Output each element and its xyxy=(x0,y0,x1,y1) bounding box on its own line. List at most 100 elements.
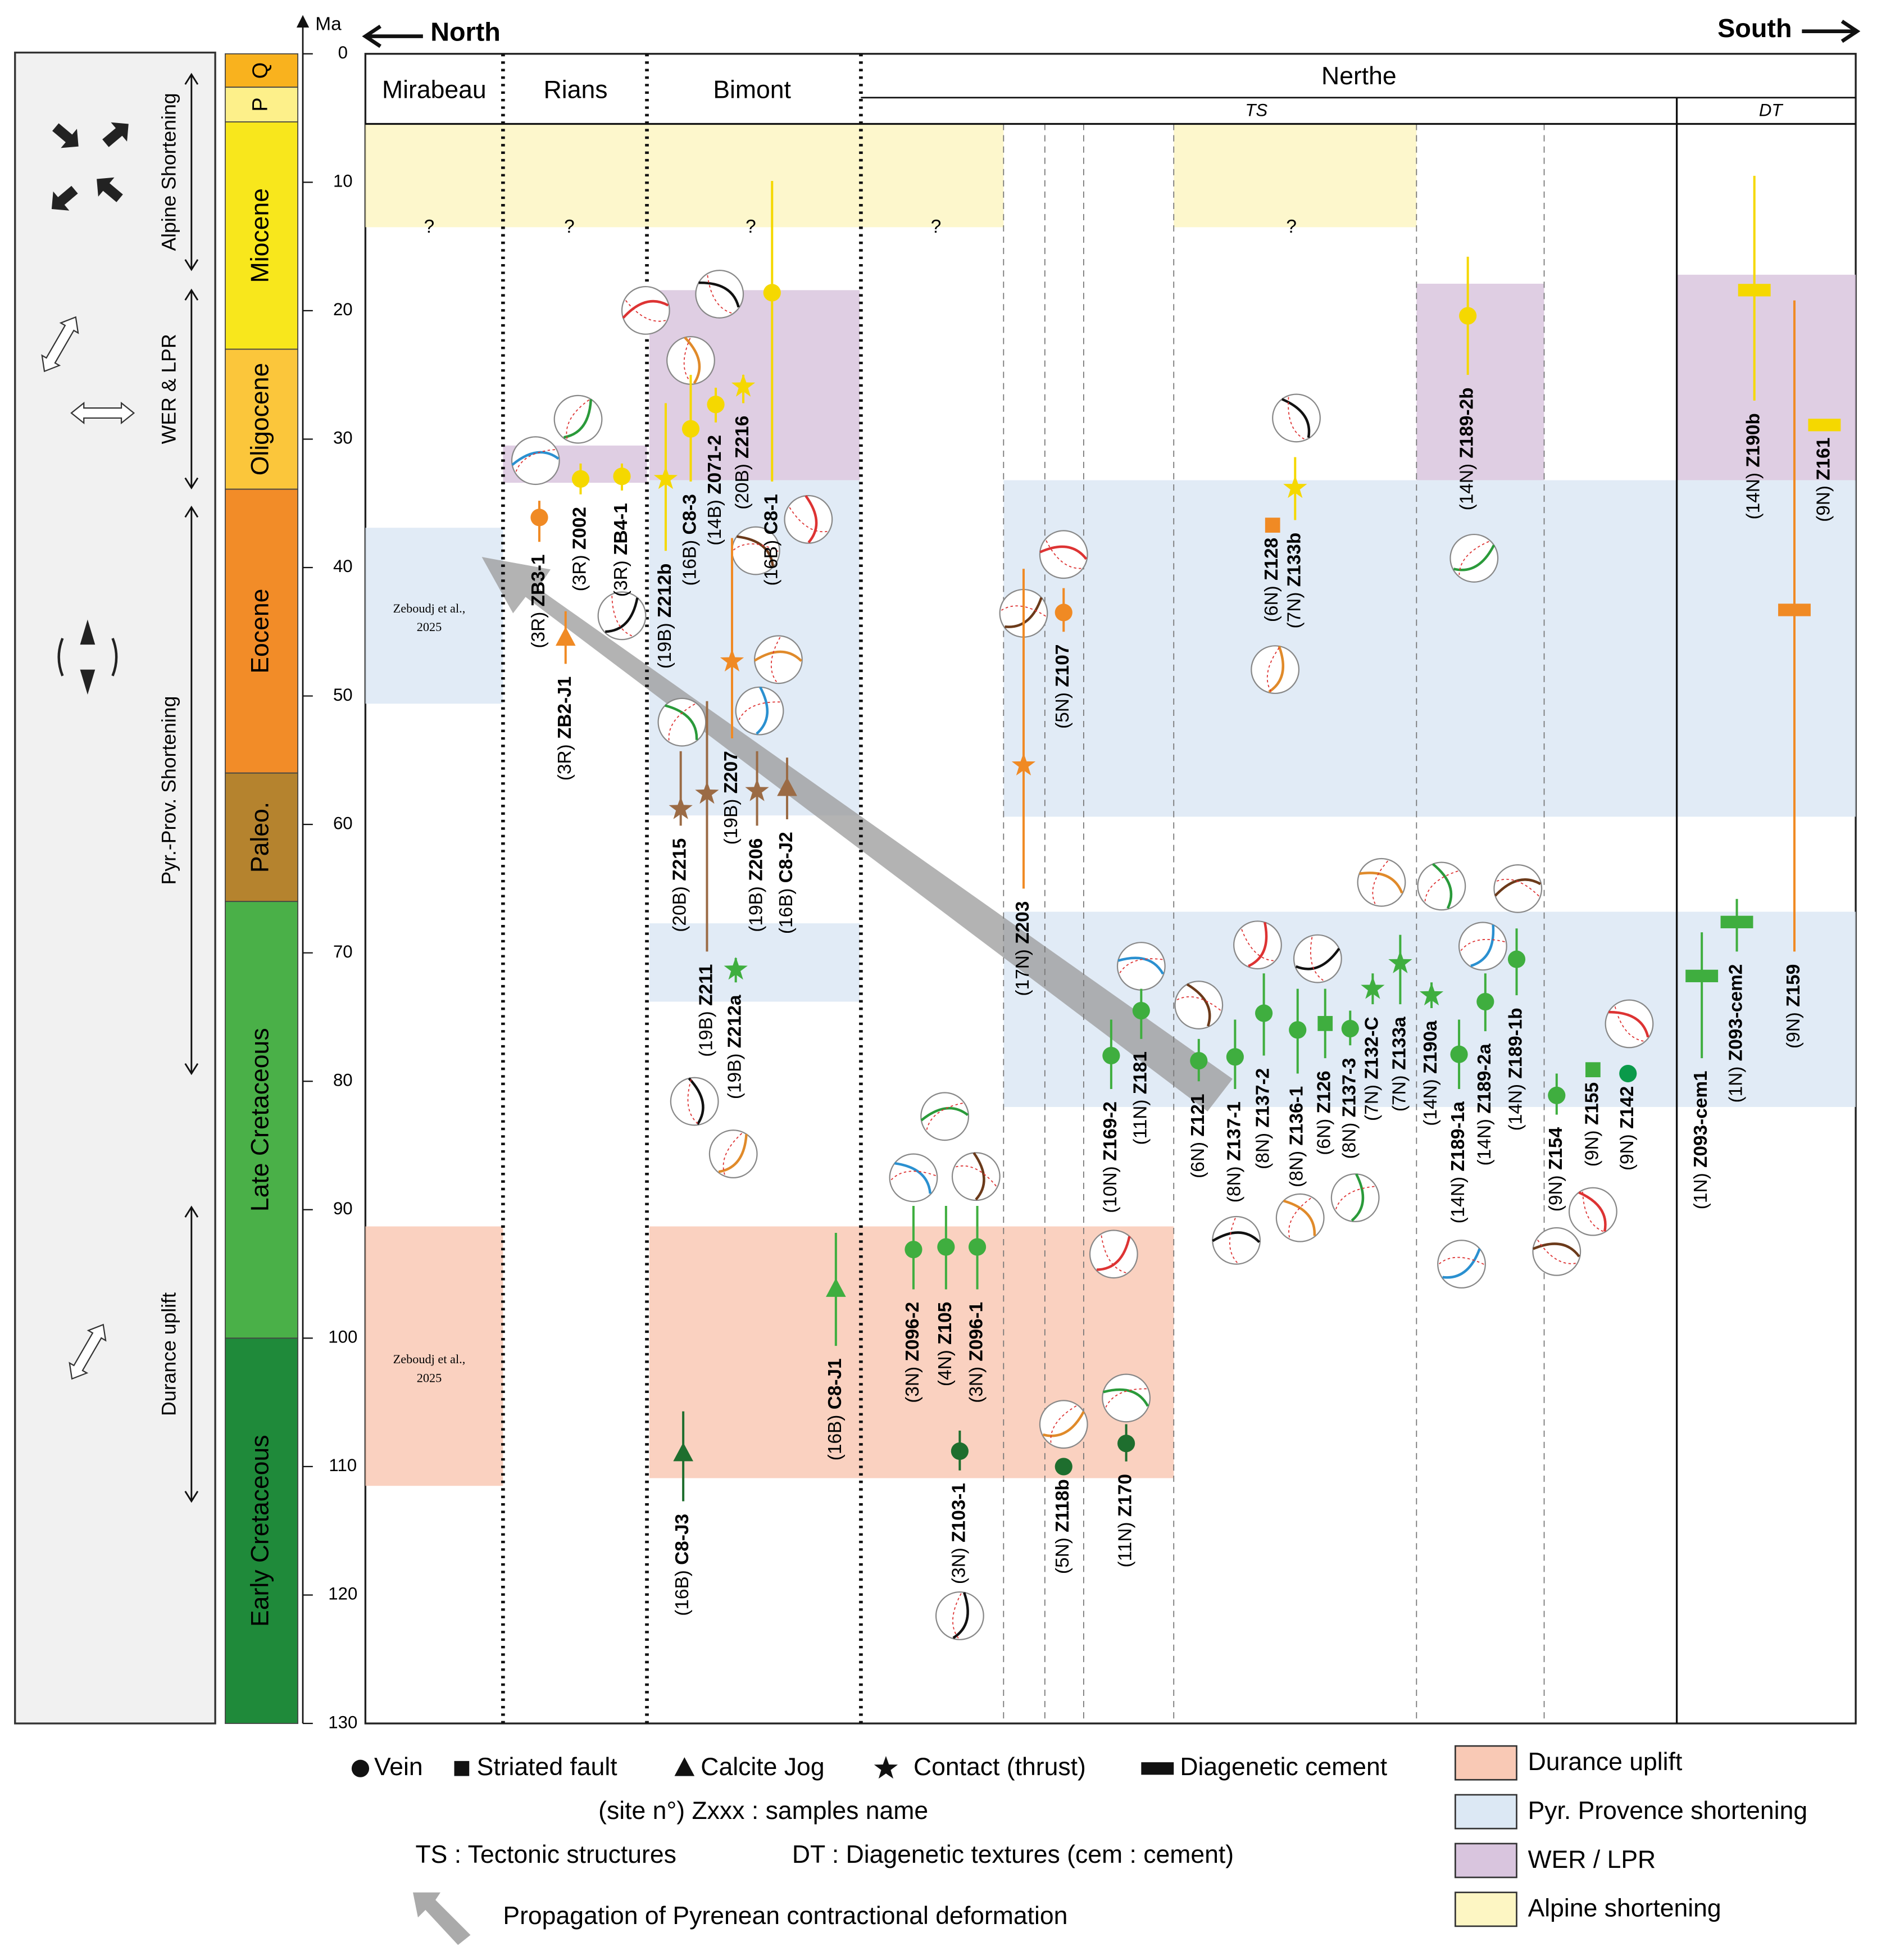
stereonet-plane xyxy=(1432,863,1453,909)
stereonet-plane xyxy=(622,300,669,319)
stereonet-plane xyxy=(1119,958,1163,973)
star-marker xyxy=(724,957,748,980)
sample-name: Z181 xyxy=(1130,1051,1151,1094)
sample-label: (14B) Z071-2 xyxy=(705,435,725,546)
sample-name: Z189-2b xyxy=(1456,387,1477,458)
sample-site: (11N) xyxy=(1115,1522,1135,1567)
column-title: Bimont xyxy=(713,76,791,103)
legend-label: Diagenetic cement xyxy=(1180,1753,1387,1781)
period xyxy=(225,53,298,88)
stereonet-plane xyxy=(926,1102,963,1130)
stereonet-plane xyxy=(1101,1235,1126,1273)
column-title: Rians xyxy=(544,76,608,103)
sample-label: (3R) ZB2-J1 xyxy=(555,677,575,781)
y-axis-arrow xyxy=(296,15,310,28)
sample-name: Z105 xyxy=(935,1302,956,1345)
sample-label: (19B) Z211 xyxy=(696,964,716,1057)
stereonet-plane xyxy=(665,704,698,740)
star-marker xyxy=(720,648,744,672)
stereonet-plane xyxy=(1310,937,1324,981)
sample-name: C8-3 xyxy=(679,494,700,534)
stereonet-plane xyxy=(1351,1173,1365,1222)
event-label: Durance uplift xyxy=(157,1292,180,1416)
sample-label: (14N) Z189-2b xyxy=(1456,387,1477,510)
sample-label: (16B) C8-J2 xyxy=(776,832,797,934)
legend-note: TS : Tectonic structures xyxy=(415,1841,676,1868)
y-tick-label: 80 xyxy=(333,1070,353,1090)
band xyxy=(649,923,860,1002)
sample-name: Z133b xyxy=(1284,533,1305,587)
stress-icon xyxy=(97,177,123,202)
band xyxy=(365,528,503,704)
period xyxy=(225,901,298,1339)
stereonet-plane xyxy=(511,451,560,466)
stereonet-plane xyxy=(1103,1388,1149,1407)
stereonet-plane xyxy=(733,543,779,552)
sample-site: (9N) xyxy=(1546,1175,1566,1212)
stereonet-plane xyxy=(1229,1218,1238,1263)
period xyxy=(225,348,298,490)
stereonet-plane xyxy=(722,1133,743,1175)
vein-marker xyxy=(1341,1019,1359,1038)
vein-marker xyxy=(763,284,781,302)
star-marker xyxy=(1011,752,1036,776)
y-tick-label: 40 xyxy=(333,556,353,576)
stereonet-plane xyxy=(1582,1191,1604,1232)
stereonet xyxy=(657,697,707,747)
vein-marker xyxy=(1619,1064,1637,1083)
sample-label: (6N) Z128 xyxy=(1261,538,1282,622)
sample-site: (19B) xyxy=(721,799,742,845)
sample-site: (4N) xyxy=(935,1350,956,1386)
stereonet xyxy=(1293,934,1342,983)
question-mark: ? xyxy=(424,216,435,237)
stereonet xyxy=(708,1129,758,1179)
sample-site: (3R) xyxy=(569,555,590,591)
y-tick-label: 70 xyxy=(333,942,353,961)
sample-label: (5N) Z118b xyxy=(1052,1479,1073,1574)
sample-site: (16B) xyxy=(672,1570,693,1616)
stereonet xyxy=(1437,1240,1486,1289)
sample-name: C8-J1 xyxy=(825,1358,846,1409)
sample-label: (11N) Z170 xyxy=(1115,1474,1135,1567)
sample-site: (9N) xyxy=(1813,486,1834,522)
legend-label: Alpine shortening xyxy=(1528,1895,1721,1922)
sample-name: Z128 xyxy=(1261,538,1282,580)
jog-marker xyxy=(674,1757,695,1776)
band xyxy=(1174,124,1417,228)
legend-label: Calcite Jog xyxy=(701,1753,824,1781)
stereonet xyxy=(735,686,784,736)
stress-icon xyxy=(80,619,96,695)
sample-name: Z096-2 xyxy=(902,1302,923,1362)
question-mark: ? xyxy=(931,216,942,237)
stereonet-plane xyxy=(1186,983,1211,1027)
stereonet xyxy=(670,1077,719,1126)
vein-marker xyxy=(1132,1001,1150,1020)
sample-name: Z118b xyxy=(1052,1479,1073,1532)
stereonet xyxy=(1212,1215,1261,1265)
sample-name: Z203 xyxy=(1012,901,1033,944)
sample-label: (20B) Z215 xyxy=(669,838,690,932)
stereonet xyxy=(1233,920,1282,970)
stress-icon xyxy=(52,123,79,148)
stereonet xyxy=(1605,999,1654,1049)
sample-site: (19B) xyxy=(746,886,766,932)
sample-name: C8-J2 xyxy=(776,832,797,883)
vein-marker xyxy=(1450,1045,1468,1063)
question-mark: ? xyxy=(746,216,756,237)
sample-site: (8N) xyxy=(1339,1123,1360,1159)
sample-label: (14N) Z189-1a xyxy=(1448,1101,1469,1224)
sample-name: Z137-3 xyxy=(1339,1058,1360,1118)
stereonet-plane xyxy=(1335,1186,1375,1210)
sample-label: (3N) Z096-1 xyxy=(966,1302,987,1403)
stereonet xyxy=(1174,981,1224,1029)
sample-site: (16B) xyxy=(825,1415,846,1461)
star-marker xyxy=(731,374,756,397)
jog-marker xyxy=(673,1442,693,1462)
sample-name: Z093-cem2 xyxy=(1725,964,1746,1061)
period-label: Miocene xyxy=(246,188,274,283)
stereonet-plane xyxy=(1288,397,1305,440)
vein-marker xyxy=(1055,1458,1072,1476)
stereonet-plane xyxy=(1439,1256,1484,1265)
sample-label: (8N) Z137-2 xyxy=(1252,1068,1273,1169)
